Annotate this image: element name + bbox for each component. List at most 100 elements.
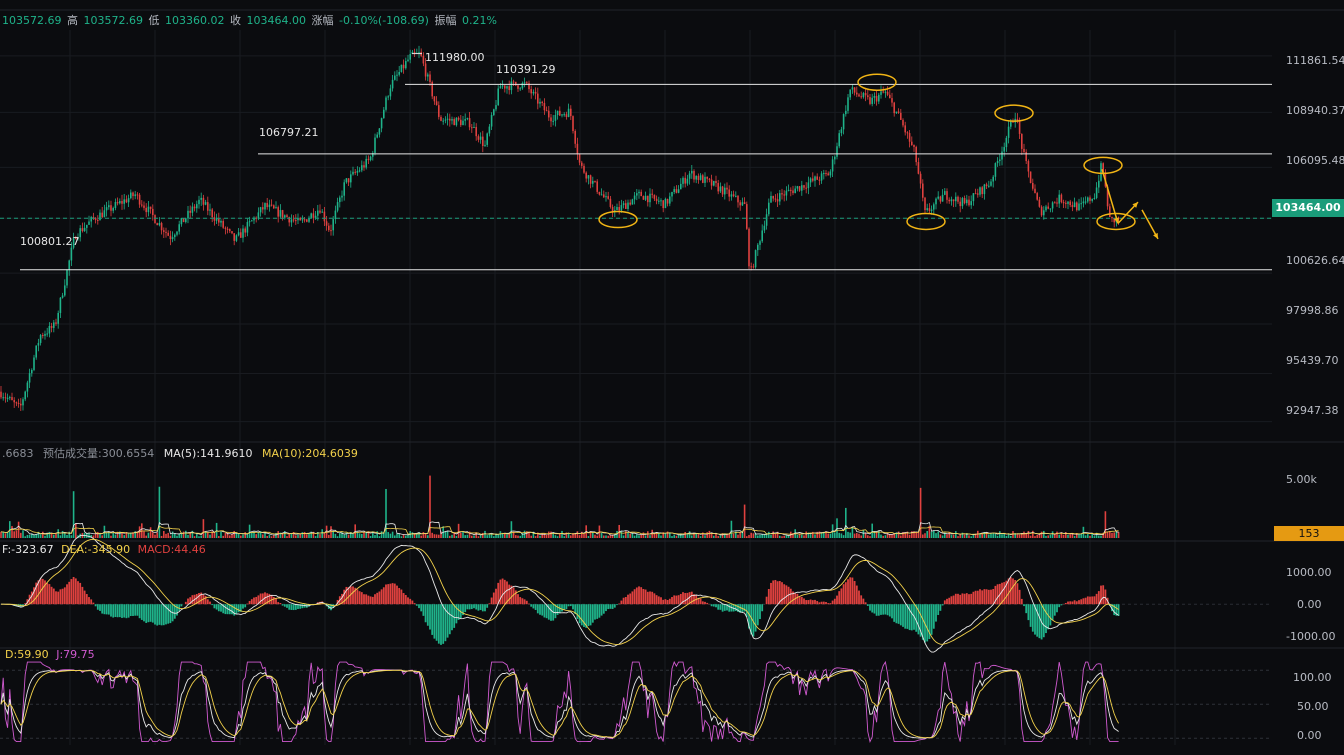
volume-bar (26, 534, 29, 538)
candle-body (255, 217, 257, 219)
volume-bar (893, 533, 895, 538)
volume-bar (708, 530, 711, 538)
candle-body (625, 203, 627, 209)
candle-body (281, 210, 284, 218)
macd-histogram-bar (822, 601, 825, 605)
macd-histogram-bar (301, 604, 304, 609)
volume-bar (853, 533, 856, 538)
macd-histogram-bar (840, 588, 843, 605)
volume-bar (587, 536, 590, 538)
macd-histogram-bar (136, 604, 139, 616)
macd-histogram-bar (514, 590, 517, 605)
volume-bar (57, 529, 59, 538)
volume-bar (141, 523, 143, 538)
volume-bar (640, 534, 642, 538)
macd-histogram-bar (583, 604, 585, 627)
volume-bar (431, 532, 433, 538)
volume-bar (629, 533, 631, 538)
candle-body (891, 98, 893, 103)
volume-bar (290, 533, 293, 538)
macd-histogram-bar (506, 581, 508, 605)
macd-histogram-bar (83, 590, 86, 605)
annotation-ellipse (906, 212, 946, 231)
volume-bar (127, 533, 130, 538)
candle-body (893, 102, 895, 114)
volume-bar (332, 530, 334, 538)
volume-bar (242, 534, 244, 538)
volume-bar (594, 534, 596, 538)
macd-histogram-bar (800, 596, 803, 605)
candle-body (605, 196, 607, 198)
candle-body (1100, 163, 1102, 181)
macd-histogram-bar (1089, 596, 1091, 605)
volume-bar (856, 533, 858, 538)
volume-bar (919, 487, 922, 538)
volume-bar (110, 535, 112, 538)
candle-body (798, 186, 801, 191)
candle-body (1106, 186, 1109, 207)
high-value: 103572.69 (83, 14, 144, 27)
candle-body (515, 81, 517, 86)
volume-bar (1100, 535, 1102, 538)
candle-body (838, 133, 840, 147)
volume-bar (50, 532, 53, 538)
volume-bar (917, 531, 920, 538)
volume-bar (1025, 532, 1027, 538)
macd-histogram-bar (789, 588, 792, 605)
macd-histogram-bar (420, 604, 423, 612)
volume-bar (231, 534, 233, 538)
candle-body (39, 335, 42, 343)
candle-body (917, 162, 920, 174)
candle-body (763, 225, 766, 231)
macd-histogram-bar (400, 589, 403, 605)
volume-bar (468, 531, 471, 538)
candle-body (999, 159, 1001, 162)
volume-bar (112, 532, 114, 538)
macd-histogram-bar (787, 586, 790, 605)
macd-histogram-bar (1097, 591, 1100, 605)
volume-bar (284, 530, 286, 538)
macd-dea-line (0, 538, 1119, 645)
candle-body (88, 221, 90, 225)
volume-bar (576, 531, 579, 538)
macd-histogram-bar (919, 604, 922, 637)
volume-bar (101, 535, 103, 538)
candle-body (609, 198, 612, 207)
macd-histogram-bar (640, 587, 643, 605)
candle-body (825, 172, 827, 174)
candle-body (695, 175, 697, 180)
candle-body (948, 199, 950, 202)
candle-body (42, 335, 44, 337)
candle-body (719, 186, 722, 192)
candle-body (1113, 218, 1115, 223)
macd-histogram-bar (103, 604, 106, 615)
candle-body (937, 196, 939, 199)
candle-body (869, 97, 871, 104)
macd-histogram-bar (935, 604, 937, 622)
macd-histogram-bar (165, 604, 167, 625)
candle-body (504, 85, 506, 89)
candle-body (317, 210, 319, 216)
candle-body (1065, 202, 1067, 204)
candle-body (882, 91, 884, 93)
candle-body (532, 91, 535, 94)
candle-body (565, 114, 568, 117)
macd-histogram-bar (629, 593, 632, 605)
open-value: 103572.69 (2, 14, 62, 27)
candle-body (585, 172, 587, 179)
volume-bar (125, 532, 128, 538)
volume-bar (1115, 531, 1118, 538)
candle-body (358, 170, 361, 172)
candle-body (286, 215, 288, 218)
candle-body (618, 206, 620, 211)
level-label-high: 111980.00 (425, 51, 485, 64)
macd-histogram-bar (422, 604, 425, 616)
candle-body (666, 198, 669, 204)
volume-bar (622, 535, 625, 538)
volume-bar (644, 535, 647, 538)
volume-bar (739, 532, 741, 538)
macd-histogram-bar (118, 604, 121, 618)
macd-histogram-bar (873, 604, 876, 614)
